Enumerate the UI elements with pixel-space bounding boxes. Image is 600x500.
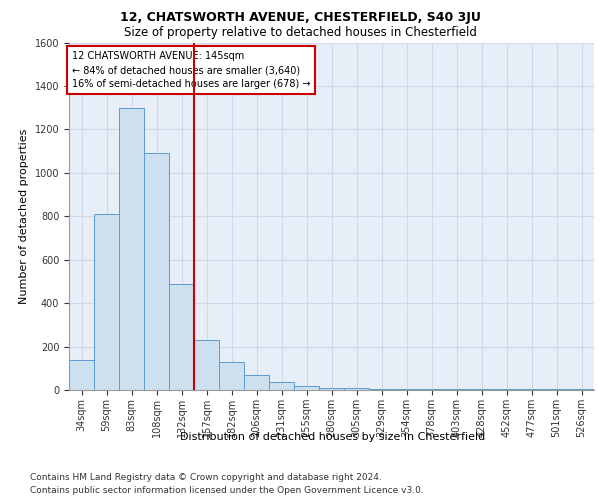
Bar [119,108,144,390]
Text: Contains HM Land Registry data © Crown copyright and database right 2024.: Contains HM Land Registry data © Crown c… [30,472,382,482]
Text: Contains public sector information licensed under the Open Government Licence v3: Contains public sector information licen… [30,486,424,495]
Bar [444,389,469,390]
Bar [194,340,219,390]
Bar [544,389,569,390]
Bar [69,360,94,390]
Bar [319,388,344,390]
Bar [294,386,319,390]
Bar [394,389,419,390]
Y-axis label: Number of detached properties: Number of detached properties [19,128,29,304]
Text: 12 CHATSWORTH AVENUE: 145sqm
← 84% of detached houses are smaller (3,640)
16% of: 12 CHATSWORTH AVENUE: 145sqm ← 84% of de… [71,51,310,89]
Text: Size of property relative to detached houses in Chesterfield: Size of property relative to detached ho… [124,26,476,39]
Bar [569,389,594,390]
Bar [219,362,244,390]
Bar [94,214,119,390]
Bar [169,284,194,390]
Bar [144,154,169,390]
Bar [344,388,369,390]
Bar [369,389,394,390]
Bar [419,389,444,390]
Bar [494,389,519,390]
Text: Distribution of detached houses by size in Chesterfield: Distribution of detached houses by size … [181,432,485,442]
Bar [244,375,269,390]
Bar [519,389,544,390]
Bar [469,389,494,390]
Text: 12, CHATSWORTH AVENUE, CHESTERFIELD, S40 3JU: 12, CHATSWORTH AVENUE, CHESTERFIELD, S40… [119,11,481,24]
Bar [269,382,294,390]
